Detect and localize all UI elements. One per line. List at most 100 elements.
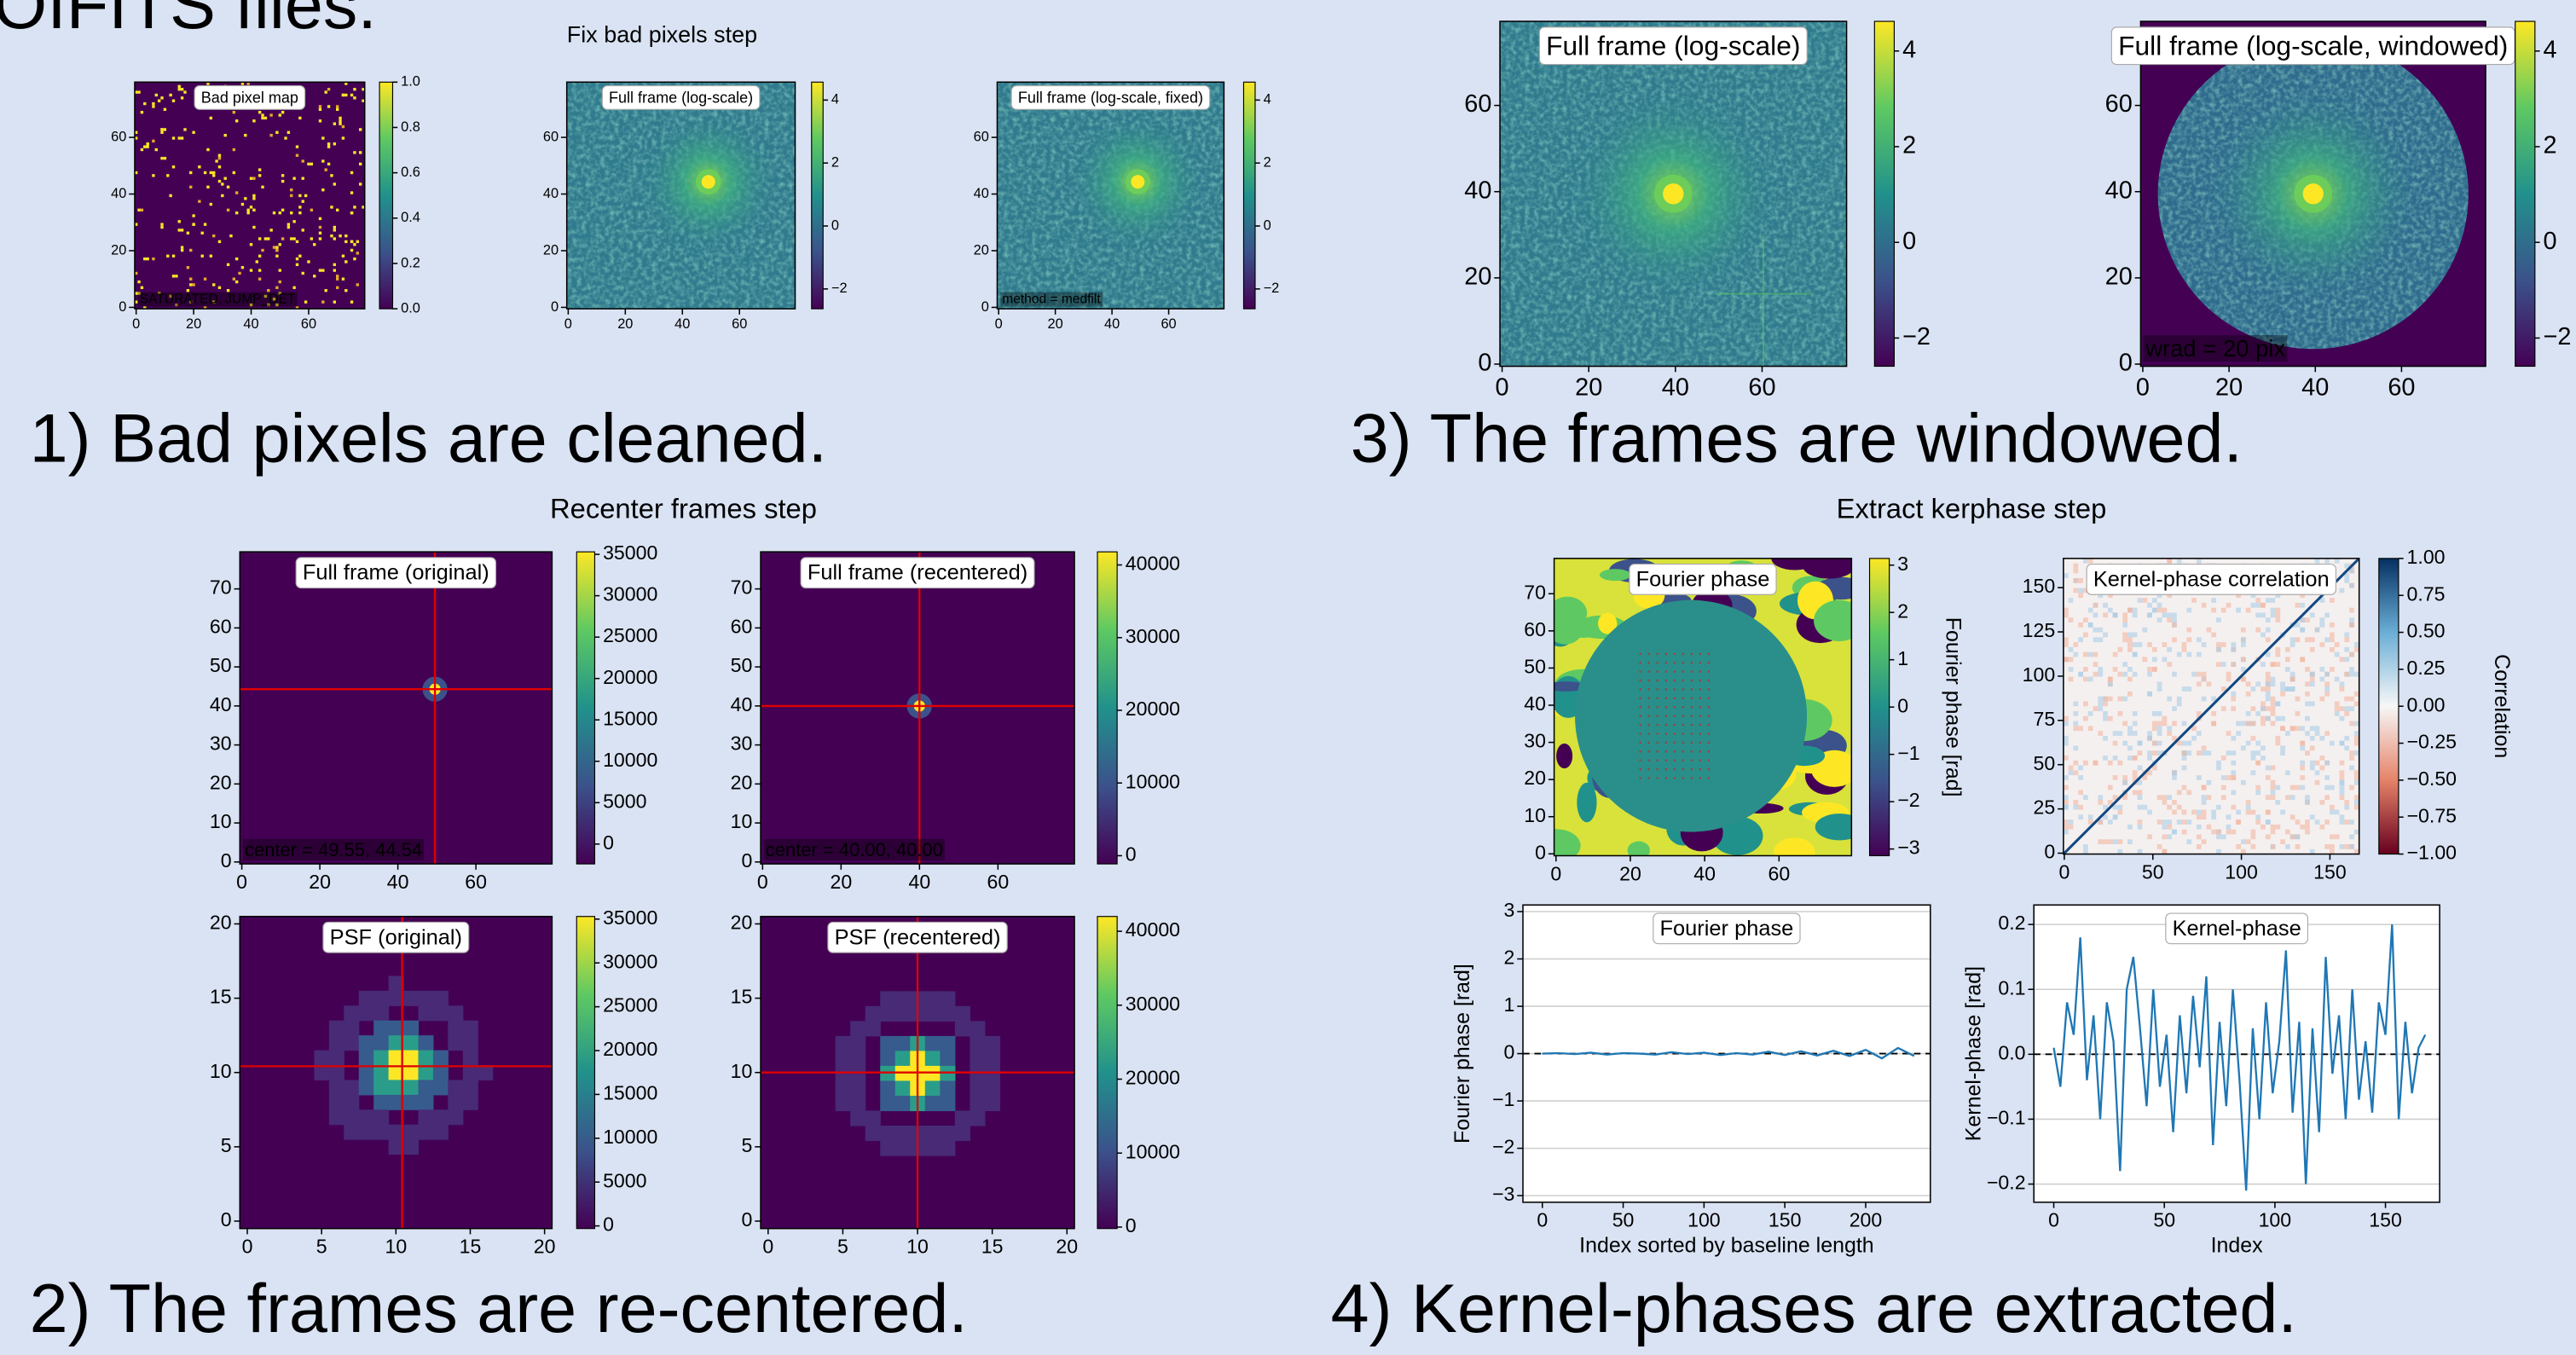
corr-cell [2191, 598, 2197, 603]
panel-label: PSF (original) [330, 925, 462, 949]
bad-pixel [336, 287, 339, 289]
psf-pixel [940, 1126, 955, 1141]
corr-cell [2088, 814, 2093, 819]
bad-pixel [292, 177, 295, 180]
corr-cell [2251, 834, 2256, 839]
y-tick-label: 60 [974, 129, 989, 144]
bad-pixel [137, 90, 140, 93]
psf-pixel [463, 1065, 478, 1080]
colorbar-tick-label: 10000 [603, 749, 657, 771]
colorbar-tick-label: −2 [1897, 789, 1919, 811]
corr-cell [2300, 761, 2305, 766]
corr-cell [2330, 598, 2335, 603]
x-tick-label: 10 [906, 1236, 929, 1258]
corr-cell [2083, 716, 2088, 721]
subaperture [1639, 652, 1641, 655]
corr-cell [2133, 790, 2138, 795]
colorbar-tick-label: 0.8 [401, 119, 420, 135]
step-title: Fix bad pixels step [567, 22, 757, 48]
corr-cell [2261, 825, 2266, 830]
bad-pixel [235, 281, 238, 283]
corr-cell [2172, 637, 2177, 642]
psf-pixel [433, 1125, 449, 1140]
corr-cell [2182, 785, 2187, 790]
corr-cell [2127, 731, 2133, 736]
corr-cell [2305, 681, 2310, 686]
corr-cell [2093, 628, 2098, 633]
bad-pixel [164, 108, 166, 111]
bad-pixel [233, 148, 235, 151]
corr-cell [2335, 559, 2340, 564]
corr-cell [2133, 721, 2138, 727]
corr-cell [2182, 721, 2187, 727]
psf-pixel [418, 1065, 433, 1080]
colorbar-tick-label: 4 [1902, 36, 1916, 63]
bad-pixel [321, 300, 324, 303]
psf-pixel [433, 1051, 449, 1066]
corr-cell [2127, 633, 2133, 638]
subaperture [1656, 759, 1658, 761]
corr-cell [2231, 736, 2236, 741]
corr-cell [2305, 701, 2310, 706]
panel-label: Fourier phase [1636, 567, 1770, 591]
corr-cell [2285, 647, 2290, 652]
corr-cell [2226, 603, 2232, 608]
bad-pixel [221, 194, 223, 197]
corr-cell [2246, 692, 2251, 697]
corr-cell [2330, 785, 2335, 790]
bad-pixel [275, 131, 278, 134]
colorbar-tick-label: 25000 [603, 624, 657, 646]
subaperture [1690, 724, 1693, 727]
bad-pixel [155, 94, 158, 96]
psf-pixel [940, 1141, 955, 1156]
psf-pixel [865, 1021, 881, 1036]
corr-cell [2083, 701, 2088, 706]
corr-cell [2251, 844, 2256, 849]
corr-cell [2216, 761, 2221, 766]
subaperture [1656, 688, 1658, 691]
corr-cell [2344, 745, 2349, 750]
colorbar [576, 552, 594, 864]
corr-cell [2216, 849, 2221, 854]
corr-cell [2186, 652, 2191, 657]
bad-pixel [178, 136, 181, 139]
corr-cell [2113, 756, 2118, 761]
corr-cell [2064, 612, 2069, 617]
corr-cell [2172, 770, 2177, 775]
x-tick-label: 5 [316, 1236, 327, 1258]
corr-cell [2182, 741, 2187, 746]
bad-pixel [258, 111, 261, 113]
corr-cell [2147, 603, 2152, 608]
corr-cell [2113, 814, 2118, 819]
corr-cell [2073, 726, 2078, 731]
corr-cell [2344, 697, 2349, 702]
y-tick-label: 60 [2105, 90, 2133, 118]
corr-cell [2177, 652, 2182, 657]
corr-cell [2251, 721, 2256, 727]
subaperture [1639, 706, 1641, 709]
bad-pixel [336, 105, 339, 107]
colorbar-tick-label: 0 [1902, 228, 1916, 255]
corr-cell [2113, 652, 2118, 657]
panel-label: PSF (recentered) [835, 925, 1001, 949]
corr-cell [2113, 839, 2118, 844]
corr-cell [2310, 726, 2315, 731]
x-tick-label: 0 [757, 871, 768, 893]
corr-cell [2261, 716, 2266, 721]
bad-pixel [201, 255, 204, 258]
subaperture [1673, 750, 1676, 753]
corr-cell [2300, 726, 2305, 731]
corr-cell [2335, 701, 2340, 706]
subaperture [1664, 670, 1667, 673]
corr-cell [2266, 810, 2271, 815]
bad-pixel [353, 258, 356, 260]
corr-cell [2147, 667, 2152, 672]
bad-pixel [319, 226, 321, 229]
corr-cell [2354, 721, 2359, 727]
corr-cell [2324, 795, 2330, 800]
corr-cell [2280, 839, 2285, 844]
corr-cell [2073, 652, 2078, 657]
bad-pixel [319, 108, 321, 111]
bad-pixel [250, 269, 252, 271]
